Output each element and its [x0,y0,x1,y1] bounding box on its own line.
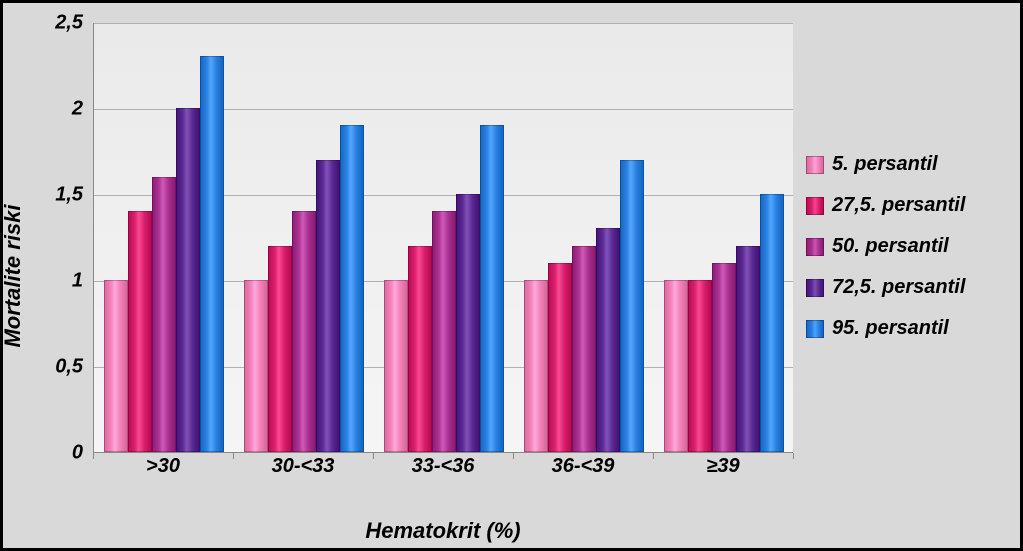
bar [712,263,736,452]
legend-item: 72,5. persantil [806,276,1006,299]
x-tick-mark [233,453,234,459]
x-tick-label: 30-<33 [272,455,335,478]
x-tick-mark [93,453,94,459]
x-tick-label: 36-<39 [552,455,615,478]
legend-item: 50. persantil [806,235,1006,258]
legend-label: 50. persantil [832,235,949,258]
legend-label: 72,5. persantil [832,276,965,299]
x-tick-label: >30 [146,455,180,478]
bar [128,211,152,452]
y-tick-label: 1,5 [33,184,83,207]
bar [620,160,644,452]
plot-area [93,23,793,453]
y-tick-label: 1 [33,270,83,293]
bar [104,280,128,452]
bar [760,194,784,452]
bar [664,280,688,452]
x-tick-mark [793,453,794,459]
bar [548,263,572,452]
bar [384,280,408,452]
x-tick-label: 33-<36 [412,455,475,478]
bar [316,160,340,452]
legend: 5. persantil 27,5. persantil 50. persantil… [806,153,1006,358]
bar [524,280,548,452]
bar [200,56,224,452]
y-tick-label: 0,5 [33,356,83,379]
legend-item: 27,5. persantil [806,194,1006,217]
y-axis-title: Mortalite riski [0,204,26,347]
grid-line [94,23,793,24]
legend-swatch [806,238,824,256]
x-tick-mark [653,453,654,459]
bar [292,211,316,452]
legend-label: 27,5. persantil [832,194,965,217]
legend-swatch [806,320,824,338]
legend-swatch [806,279,824,297]
x-axis-title: Hematokrit (%) [93,518,793,544]
legend-label: 95. persantil [832,317,949,340]
y-tick-label: 2 [33,98,83,121]
chart-area: >30 30-<33 33-<36 36-<39 ≥39 [93,23,793,493]
x-tick-mark [513,453,514,459]
bar [432,211,456,452]
y-tick-label: 0 [33,442,83,465]
chart-container: Mortalite riski >30 30-<33 33-<36 36-<39 ≥39… [0,0,1023,551]
legend-label: 5. persantil [832,153,938,176]
bar [152,177,176,452]
legend-swatch [806,156,824,174]
bar [456,194,480,452]
y-tick-label: 2,5 [33,12,83,35]
legend-item: 5. persantil [806,153,1006,176]
legend-item: 95. persantil [806,317,1006,340]
x-tick-label: ≥39 [706,455,739,478]
bar [340,125,364,452]
bar [736,246,760,452]
bar [596,228,620,452]
bar [480,125,504,452]
bar [244,280,268,452]
legend-swatch [806,197,824,215]
bar [408,246,432,452]
bar [176,108,200,452]
x-tick-mark [373,453,374,459]
bar [572,246,596,452]
bar [268,246,292,452]
bar [688,280,712,452]
